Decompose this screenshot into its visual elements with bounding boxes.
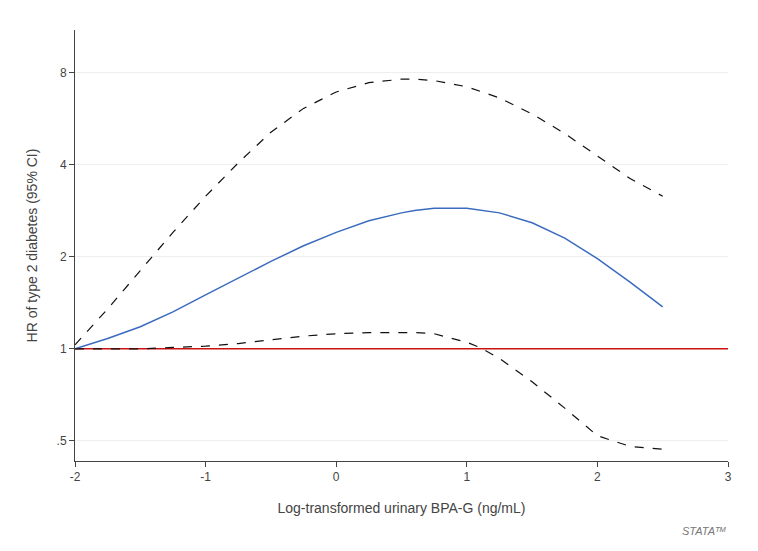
svg-text:4: 4 (60, 158, 67, 172)
svg-text:.5: .5 (57, 434, 67, 448)
svg-text:HR of type 2 diabetes (95% CI): HR of type 2 diabetes (95% CI) (24, 149, 40, 343)
svg-text:1: 1 (60, 342, 67, 356)
svg-text:-2: -2 (70, 470, 81, 484)
svg-text:8: 8 (60, 66, 67, 80)
svg-text:1: 1 (463, 470, 470, 484)
svg-text:0: 0 (333, 470, 340, 484)
svg-text:-1: -1 (200, 470, 211, 484)
svg-text:2: 2 (594, 470, 601, 484)
svg-text:STATAᵀᴹ: STATAᵀᴹ (682, 525, 726, 537)
svg-text:2: 2 (60, 250, 67, 264)
svg-text:3: 3 (725, 470, 732, 484)
svg-text:Log-transformed urinary BPA-G: Log-transformed urinary BPA-G (ng/mL) (278, 500, 526, 516)
